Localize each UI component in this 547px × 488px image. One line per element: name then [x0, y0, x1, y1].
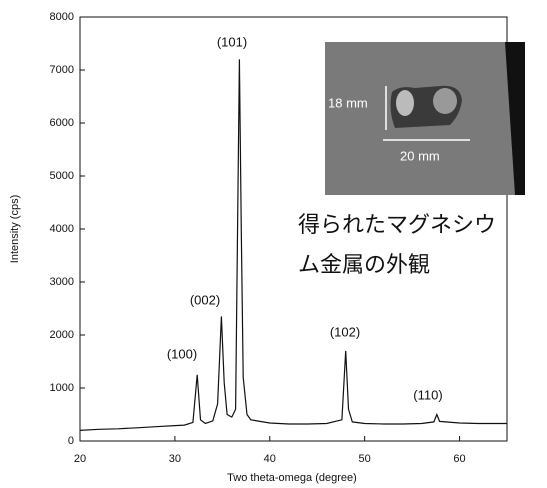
y-tick-label: 3000: [50, 276, 74, 288]
inset-label: 20 mm: [400, 148, 440, 163]
caption: ム金属の外観: [298, 253, 430, 278]
y-tick-label: 4000: [50, 223, 74, 235]
y-tick-label: 7000: [50, 64, 74, 76]
xrd-line: [79, 59, 507, 431]
x-tick-label: 60: [453, 453, 465, 465]
y-tick-label: 1000: [50, 382, 74, 394]
photo-edge: [505, 42, 525, 195]
peak-label: (101): [217, 34, 247, 49]
sample-hole: [433, 88, 457, 114]
y-tick-label: 6000: [50, 117, 74, 129]
plot: 0 1000 2000 3000 4000 5000 6000 7000 8000 20 30 40 5…: [50, 11, 508, 465]
y-tick-label: 2000: [50, 329, 74, 341]
peak-label: (002): [190, 292, 220, 307]
peak-label: (110): [413, 387, 442, 402]
peak-label: (100): [167, 346, 197, 361]
peak-label: (102): [330, 324, 360, 339]
x-axis-label: Two theta-omega (degree): [227, 472, 357, 484]
x-tick-label: 30: [169, 453, 181, 465]
inset-photo: 18 mm 20 mm: [325, 42, 525, 195]
y-tick-label: 0: [68, 435, 74, 447]
caption: 得られたマグネシウ: [298, 213, 496, 238]
x-tick-label: 50: [359, 453, 371, 465]
inset-label: 18 mm: [328, 95, 368, 110]
y-tick-label: 5000: [50, 170, 74, 182]
x-tick-label: 40: [264, 453, 276, 465]
x-tick-label: 20: [74, 453, 86, 465]
sample-hole: [396, 90, 414, 116]
y-axis-label: Intensity (cps): [9, 195, 21, 263]
y-tick-label: 8000: [50, 11, 74, 23]
